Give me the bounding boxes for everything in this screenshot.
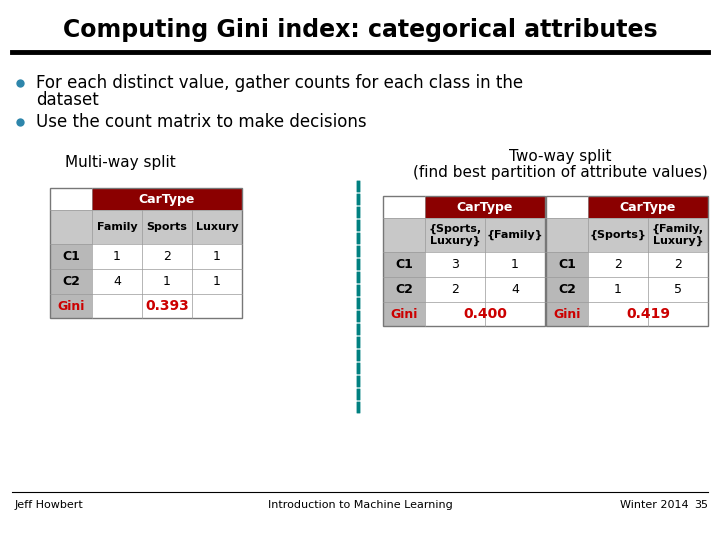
Text: 35: 35 bbox=[694, 500, 708, 510]
Bar bbox=[485, 277, 545, 302]
Text: For each distinct value, gather counts for each class in the: For each distinct value, gather counts f… bbox=[36, 74, 523, 92]
Text: CarType: CarType bbox=[139, 192, 195, 206]
Text: Multi-way split: Multi-way split bbox=[65, 154, 176, 170]
Text: C2: C2 bbox=[558, 283, 576, 296]
Bar bbox=[648, 252, 708, 277]
Bar bbox=[425, 302, 545, 326]
Bar bbox=[192, 210, 242, 244]
Bar bbox=[546, 277, 588, 302]
Bar bbox=[383, 252, 425, 277]
Text: {Sports}: {Sports} bbox=[590, 230, 647, 240]
Bar bbox=[92, 294, 242, 318]
Bar bbox=[588, 302, 708, 326]
Text: Luxury: Luxury bbox=[196, 222, 238, 232]
Bar bbox=[383, 196, 545, 326]
Bar bbox=[546, 196, 708, 326]
Bar bbox=[648, 218, 708, 252]
Text: Winter 2014: Winter 2014 bbox=[620, 500, 688, 510]
Text: 2: 2 bbox=[614, 258, 622, 271]
Bar bbox=[546, 302, 588, 326]
Text: 2: 2 bbox=[674, 258, 682, 271]
Bar bbox=[92, 269, 142, 294]
Text: Jeff Howbert: Jeff Howbert bbox=[15, 500, 84, 510]
Text: C2: C2 bbox=[395, 283, 413, 296]
Text: Sports: Sports bbox=[147, 222, 187, 232]
Bar bbox=[142, 210, 192, 244]
Bar bbox=[192, 269, 242, 294]
Text: Gini: Gini bbox=[58, 300, 85, 313]
Bar bbox=[425, 196, 545, 218]
Bar bbox=[425, 252, 485, 277]
Text: {Sports,
Luxury}: {Sports, Luxury} bbox=[428, 224, 482, 246]
Text: Use the count matrix to make decisions: Use the count matrix to make decisions bbox=[36, 113, 366, 131]
Bar bbox=[546, 252, 588, 277]
Text: Two-way split: Two-way split bbox=[509, 150, 611, 165]
Text: C1: C1 bbox=[62, 250, 80, 263]
Bar bbox=[588, 218, 648, 252]
Bar bbox=[546, 218, 588, 252]
Bar bbox=[588, 196, 708, 218]
Text: Gini: Gini bbox=[553, 307, 581, 321]
Text: Family: Family bbox=[96, 222, 138, 232]
Bar bbox=[50, 188, 242, 318]
Bar bbox=[648, 277, 708, 302]
Bar bbox=[142, 244, 192, 269]
Text: 4: 4 bbox=[113, 275, 121, 288]
Bar bbox=[50, 269, 92, 294]
Text: C1: C1 bbox=[558, 258, 576, 271]
Bar bbox=[588, 252, 648, 277]
Bar bbox=[485, 252, 545, 277]
Text: 1: 1 bbox=[163, 275, 171, 288]
Text: 5: 5 bbox=[674, 283, 682, 296]
Text: 1: 1 bbox=[511, 258, 519, 271]
Text: {Family}: {Family} bbox=[487, 230, 544, 240]
Bar bbox=[425, 277, 485, 302]
Text: CarType: CarType bbox=[620, 200, 676, 213]
Text: 2: 2 bbox=[163, 250, 171, 263]
Text: 1: 1 bbox=[213, 275, 221, 288]
Text: dataset: dataset bbox=[36, 91, 99, 109]
Bar bbox=[50, 244, 92, 269]
Bar bbox=[383, 302, 425, 326]
Bar bbox=[50, 294, 92, 318]
Bar bbox=[383, 277, 425, 302]
Text: 1: 1 bbox=[614, 283, 622, 296]
Text: 4: 4 bbox=[511, 283, 519, 296]
Text: 2: 2 bbox=[451, 283, 459, 296]
Text: C1: C1 bbox=[395, 258, 413, 271]
Bar bbox=[485, 218, 545, 252]
Bar bbox=[50, 210, 92, 244]
Bar bbox=[92, 210, 142, 244]
Text: 0.400: 0.400 bbox=[463, 307, 507, 321]
Bar bbox=[92, 244, 142, 269]
Text: 0.393: 0.393 bbox=[145, 299, 189, 313]
Bar bbox=[588, 277, 648, 302]
Text: 1: 1 bbox=[213, 250, 221, 263]
Text: C2: C2 bbox=[62, 275, 80, 288]
Bar bbox=[425, 218, 485, 252]
Text: Introduction to Machine Learning: Introduction to Machine Learning bbox=[268, 500, 452, 510]
Text: (find best partition of attribute values): (find best partition of attribute values… bbox=[413, 165, 707, 180]
Bar bbox=[142, 269, 192, 294]
Text: CarType: CarType bbox=[456, 200, 513, 213]
Text: 0.419: 0.419 bbox=[626, 307, 670, 321]
Bar bbox=[383, 218, 425, 252]
Text: {Family,
Luxury}: {Family, Luxury} bbox=[652, 224, 704, 246]
Bar bbox=[192, 244, 242, 269]
Text: Computing Gini index: categorical attributes: Computing Gini index: categorical attrib… bbox=[63, 18, 657, 42]
Text: Gini: Gini bbox=[390, 307, 418, 321]
Text: 1: 1 bbox=[113, 250, 121, 263]
Bar bbox=[92, 188, 242, 210]
Text: 3: 3 bbox=[451, 258, 459, 271]
